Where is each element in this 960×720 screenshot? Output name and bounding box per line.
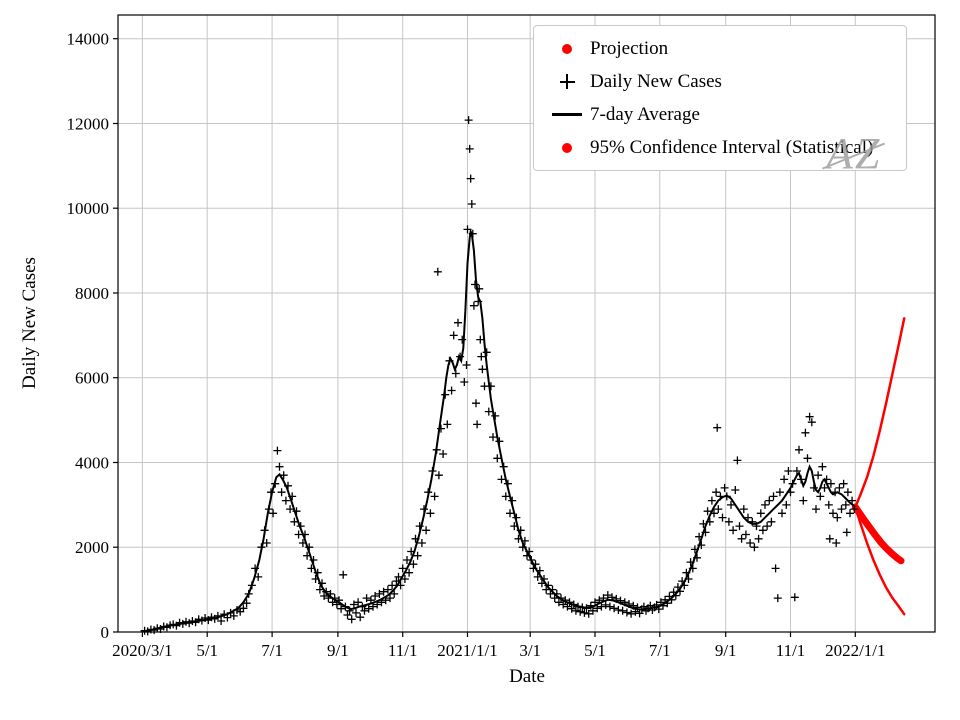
x-axis-label: Date [509,666,545,687]
legend-label: 7-day Average [590,103,700,125]
x-tick-label: 7/1 [649,641,671,660]
x-tick-label: 2020/3/1 [112,641,172,660]
y-tick-label: 10000 [67,199,110,218]
legend-item-confidence-interval: 95% Confidence Interval (Statistical) [534,131,906,164]
legend-label: Daily New Cases [590,70,722,92]
x-tick-label: 9/1 [715,641,737,660]
y-tick-label: 6000 [75,369,109,388]
x-tick-label: 3/1 [519,641,541,660]
x-tick-label: 5/1 [196,641,218,660]
tick-labels: 2020/3/1 5/1 7/1 9/1 11/1 2021/1/1 3/1 5/1 7/1 9/… [67,30,886,660]
ci-upper-line [854,317,906,509]
x-tick-label: 2022/1/1 [825,641,885,660]
y-tick-label: 0 [101,623,110,642]
average-line [142,228,856,633]
plus-marker-icon [544,74,590,89]
legend-item-7day-average: 7-day Average [534,98,906,131]
x-tick-label: 7/1 [261,641,283,660]
legend-label: 95% Confidence Interval (Statistical) [590,136,874,158]
y-tick-label: 2000 [75,538,109,557]
grid [118,15,935,633]
confidence-interval-marker-icon [544,142,590,153]
x-tick-label: 11/1 [388,641,418,660]
y-tick-label: 4000 [75,454,109,473]
x-tick-label: 11/1 [776,641,806,660]
daily-cases-scatter [140,116,859,636]
x-tick-label: 2021/1/1 [437,641,497,660]
y-tick-label: 12000 [67,115,110,134]
projection-line [851,503,905,565]
axes-frame [117,14,936,633]
legend-item-projection: Projection [534,32,906,65]
legend-item-daily-new-cases: Daily New Cases [534,65,906,98]
y-axis-label: Daily New Cases [19,257,40,389]
x-tick-label: 9/1 [327,641,349,660]
x-tick-label: 5/1 [584,641,606,660]
projection-marker-icon [544,43,590,54]
y-tick-label: 14000 [67,30,110,49]
ci-lower-line [854,505,906,616]
y-tick-label: 8000 [75,284,109,303]
line-marker-icon [544,113,590,116]
legend-label: Projection [590,37,669,59]
state-watermark: AZ [826,129,882,178]
